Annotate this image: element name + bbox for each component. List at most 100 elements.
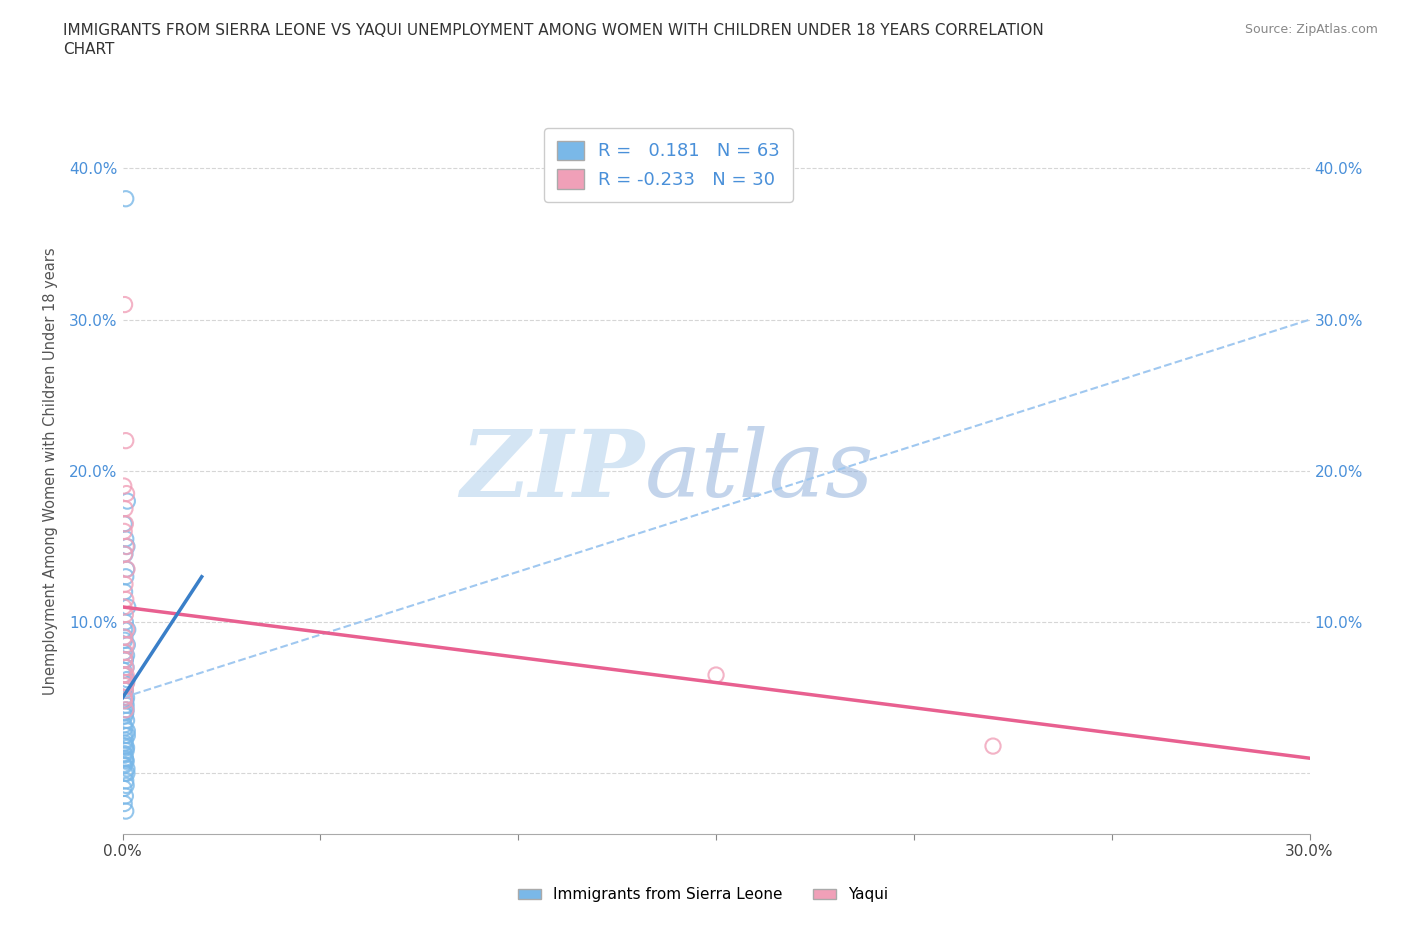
Point [704,668,727,683]
Point [115,690,138,705]
Point [114,653,136,668]
Point [115,743,138,758]
Point [112,668,135,683]
Point [115,539,138,554]
Point [114,592,136,607]
Point [112,516,135,531]
Point [114,433,136,448]
Point [112,717,135,732]
Point [114,607,136,622]
Point [114,569,136,584]
Point [112,600,135,615]
Point [115,539,138,554]
Point [114,789,136,804]
Point [115,740,138,755]
Point [112,705,135,720]
Point [117,724,139,738]
Point [114,630,136,644]
Point [114,709,136,724]
Point [114,615,136,630]
Point [112,644,135,659]
Point [115,668,138,683]
Point [114,693,136,708]
Text: Source: ZipAtlas.com: Source: ZipAtlas.com [1244,23,1378,36]
Point [114,702,136,717]
Text: ZIP: ZIP [461,426,645,516]
Point [114,683,136,698]
Text: CHART: CHART [63,42,115,57]
Point [112,690,135,705]
Point [115,675,138,690]
Point [115,637,138,652]
Point [112,796,135,811]
Point [115,753,138,768]
Point [115,762,138,777]
Point [112,668,135,683]
Point [114,746,136,761]
Point [115,562,138,577]
Point [114,531,136,546]
Point [112,758,135,773]
Point [112,524,135,538]
Point [115,713,138,728]
Legend: Immigrants from Sierra Leone, Yaqui: Immigrants from Sierra Leone, Yaqui [512,882,894,909]
Text: atlas: atlas [645,426,875,516]
Point [114,660,136,675]
Point [114,622,136,637]
Legend: R =   0.181   N = 63, R = -0.233   N = 30: R = 0.181 N = 63, R = -0.233 N = 30 [544,128,793,202]
Point [114,678,136,693]
Point [114,547,136,562]
Point [114,728,136,743]
Point [114,683,136,698]
Point [114,738,136,753]
Point [114,577,136,591]
Point [114,516,136,531]
Point [117,600,139,615]
Point [115,698,138,712]
Point [114,501,136,516]
Point [114,705,136,720]
Point [114,748,136,763]
Point [115,675,138,690]
Y-axis label: Unemployment Among Women with Children Under 18 years: Unemployment Among Women with Children U… [44,247,58,695]
Point [114,766,136,781]
Point [112,479,135,494]
Point [117,494,139,509]
Point [112,690,135,705]
Point [114,774,136,789]
Point [114,297,136,312]
Point [114,721,136,736]
Point [114,804,136,818]
Point [115,562,138,577]
Point [114,751,136,765]
Point [112,663,135,678]
Point [115,778,138,793]
Point [117,622,139,637]
Point [114,683,136,698]
Point [115,486,138,501]
Point [115,702,138,717]
Point [112,675,135,690]
Point [114,632,136,647]
Point [115,648,138,663]
Point [114,733,136,748]
Point [114,736,136,751]
Text: IMMIGRANTS FROM SIERRA LEONE VS YAQUI UNEMPLOYMENT AMONG WOMEN WITH CHILDREN UND: IMMIGRANTS FROM SIERRA LEONE VS YAQUI UN… [63,23,1045,38]
Point [114,653,136,668]
Point [112,781,135,796]
Point [114,644,136,659]
Point [114,547,136,562]
Point [114,752,136,767]
Point [115,766,138,781]
Point [114,584,136,599]
Point [112,757,135,772]
Point [114,192,136,206]
Point [114,693,136,708]
Point [115,660,138,675]
Point [115,672,138,687]
Point [117,728,139,743]
Point [114,653,136,668]
Point [112,630,135,644]
Point [117,637,139,652]
Point [981,738,1004,753]
